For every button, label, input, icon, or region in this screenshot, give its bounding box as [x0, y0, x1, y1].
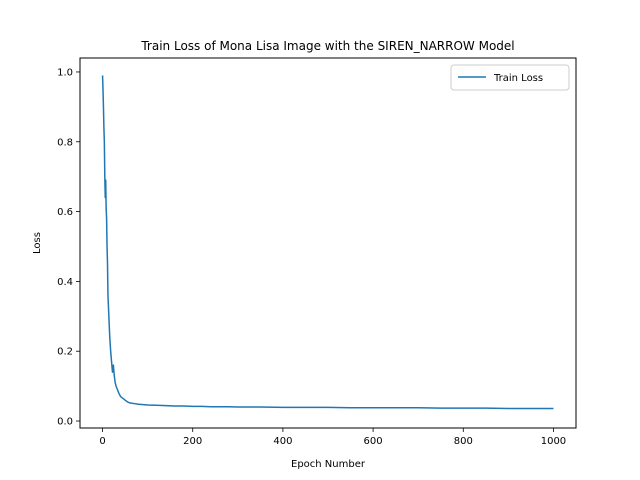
- y-tick-label: 0.0: [57, 417, 73, 428]
- y-tick-label: 0.6: [57, 207, 73, 218]
- x-axis-label: Epoch Number: [291, 459, 366, 470]
- x-tick-label: 200: [183, 436, 202, 447]
- x-tick-label: 600: [364, 436, 383, 447]
- series-layer: [101, 75, 554, 410]
- y-tick-label: 0.4: [57, 277, 73, 288]
- axes-frame: [79, 57, 577, 429]
- x-tick-label: 1000: [541, 436, 566, 447]
- y-tick-label: 0.8: [57, 137, 73, 148]
- y-axis-label: Loss: [32, 232, 43, 254]
- chart-title: Train Loss of Mona Lisa Image with the S…: [140, 39, 514, 53]
- legend-box: [450, 64, 570, 91]
- x-tick-label: 800: [454, 436, 473, 447]
- x-axis-ticks: 0 200 400 600 800 1000: [99, 428, 566, 447]
- plot-background: [80, 58, 576, 428]
- y-axis-ticks: 0.0 0.2 0.4 0.6 0.8 1.0: [57, 67, 80, 428]
- legend: Train Loss: [450, 64, 570, 91]
- y-tick-label: 1.0: [57, 67, 73, 78]
- series-line-train-loss: [101, 75, 554, 410]
- legend-label: Train Loss: [493, 73, 543, 84]
- y-tick-label: 0.2: [57, 347, 73, 358]
- x-tick-label: 0: [99, 436, 105, 447]
- x-tick-label: 400: [273, 436, 292, 447]
